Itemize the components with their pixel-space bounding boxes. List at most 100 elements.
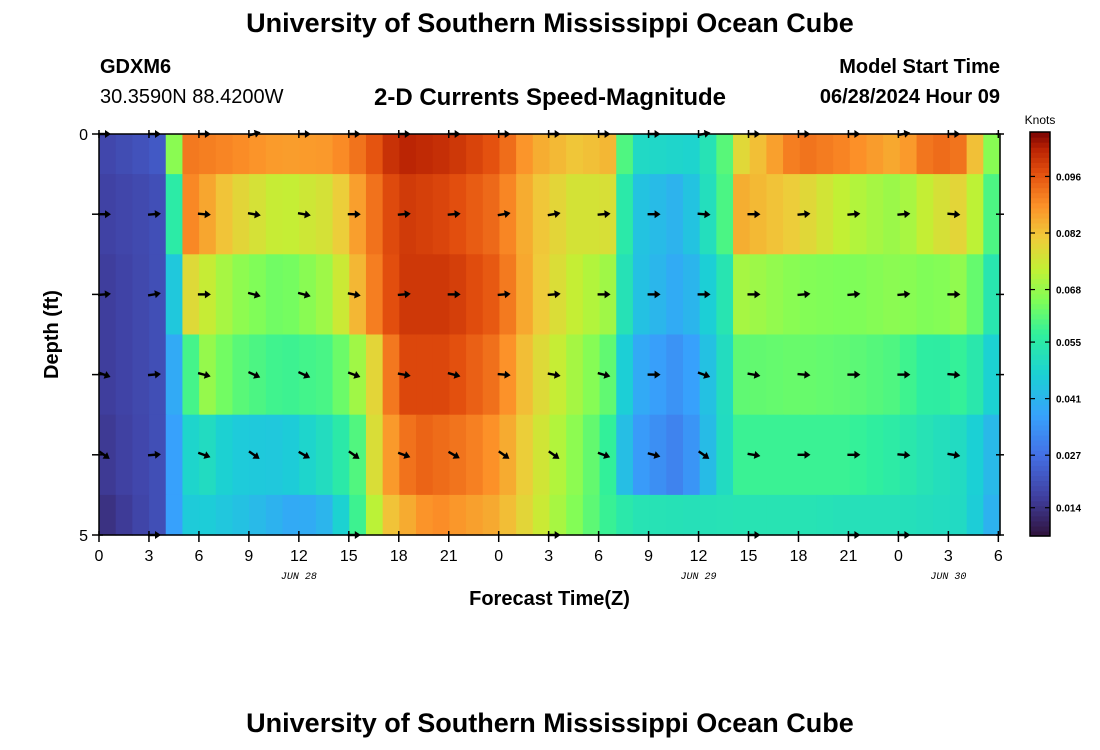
heatmap-cell	[199, 494, 217, 536]
colorbar-segment	[1030, 162, 1050, 168]
current-vector-arrow	[897, 370, 911, 379]
heatmap-cell	[733, 334, 751, 416]
heatmap-cell	[449, 134, 467, 175]
heatmap-cell	[516, 134, 534, 175]
heatmap-cell	[733, 254, 751, 336]
heatmap-cell	[249, 494, 267, 536]
current-vector-arrow	[197, 210, 211, 219]
heatmap-cell	[416, 414, 434, 496]
colorbar-segment	[1030, 263, 1050, 269]
heatmap-cell	[265, 174, 284, 255]
heatmap-cell	[466, 134, 484, 175]
current-vector-arrow	[297, 210, 311, 219]
heatmap-cell	[365, 254, 384, 336]
heatmap-cell	[616, 174, 634, 255]
heatmap-cell	[716, 414, 734, 496]
heatmap-cell	[249, 134, 267, 175]
heatmap-cell	[682, 174, 701, 255]
heatmap-cell	[783, 494, 801, 536]
heatmap-cell	[816, 414, 834, 496]
heatmap-cell	[833, 134, 851, 175]
heatmap-cell	[766, 414, 784, 496]
heatmap-cell	[365, 334, 384, 416]
colorbar-segment	[1030, 308, 1050, 315]
heatmap-cell	[399, 134, 417, 175]
heatmap-cell	[215, 334, 234, 416]
station-coords: 30.3590N 88.4200W	[100, 86, 284, 108]
current-vector-arrow	[647, 370, 661, 379]
heatmap-cell	[582, 414, 601, 496]
heatmap-cell	[315, 334, 334, 416]
current-vector-arrow	[797, 370, 811, 379]
colorbar-segment	[1030, 505, 1050, 512]
heatmap-cell	[232, 334, 250, 416]
heatmap-cell	[866, 414, 884, 496]
heatmap-cell	[416, 134, 434, 175]
colorbar-segment	[1030, 339, 1050, 345]
heatmap-cell	[616, 254, 634, 336]
date-label: JUN 28	[281, 572, 317, 583]
heatmap-cell	[365, 494, 384, 536]
heatmap-cell	[916, 174, 934, 255]
colorbar-segment	[1030, 278, 1050, 285]
heatmap-cell	[866, 134, 884, 175]
heatmap-cell	[632, 334, 651, 416]
x-tick-label: 15	[740, 548, 758, 565]
x-tick-label: 3	[145, 548, 154, 565]
heatmap-cell	[632, 414, 651, 496]
colorbar-segment	[1030, 470, 1050, 476]
colorbar-segment	[1030, 364, 1050, 370]
heatmap-cell	[833, 254, 851, 336]
heatmap-cell	[966, 174, 984, 255]
x-tick-label: 9	[644, 548, 653, 565]
heatmap-cell	[99, 134, 117, 175]
colorbar-segment	[1030, 268, 1050, 274]
heatmap-cell	[115, 334, 133, 416]
current-vector-arrow	[747, 370, 761, 379]
colorbar-segment	[1030, 212, 1050, 219]
heatmap-cell	[816, 334, 834, 416]
heatmap-cell	[382, 134, 400, 175]
heatmap-cell	[599, 494, 617, 536]
current-vector-arrow	[797, 450, 811, 459]
colorbar-segment	[1030, 485, 1050, 492]
heatmap-cell	[182, 254, 200, 336]
colorbar-segment	[1030, 399, 1050, 406]
colorbar-segment	[1030, 293, 1050, 300]
heatmap-cell	[549, 134, 567, 175]
heatmap-cell	[382, 414, 400, 496]
heatmap-cell	[616, 414, 634, 496]
colorbar-segment	[1030, 147, 1050, 153]
heatmap-cell	[833, 174, 851, 255]
heatmap-cell	[799, 134, 818, 175]
current-vector-arrow	[647, 210, 661, 219]
colorbar-segment	[1030, 495, 1050, 502]
y-tick-label: 0	[79, 127, 88, 144]
current-vector-arrow	[347, 371, 361, 379]
colorbar-segment	[1030, 318, 1050, 325]
current-vector-arrow	[297, 370, 311, 379]
colorbar-segment	[1030, 379, 1050, 386]
heatmap-cell	[616, 334, 634, 416]
heatmap-cell	[282, 494, 300, 536]
colorbar-units-label: Knots	[1025, 113, 1056, 127]
heatmap-cell	[566, 494, 584, 536]
current-vector-arrow	[697, 290, 711, 299]
heatmap-cell	[849, 134, 868, 175]
colorbar-tick-label: 0.041	[1056, 395, 1081, 406]
heatmap-cell	[983, 174, 1001, 255]
heatmap-cell	[416, 494, 434, 536]
heatmap-cell	[966, 334, 984, 416]
heatmap-cell	[432, 134, 450, 175]
heatmap-cell	[816, 134, 834, 175]
heatmap-cell	[315, 494, 334, 536]
x-tick-label: 15	[340, 548, 358, 565]
colorbar-segment	[1030, 303, 1050, 310]
current-vector-arrow	[547, 210, 561, 218]
heatmap-cell	[432, 174, 450, 255]
current-vector-arrow	[147, 210, 161, 219]
colorbar-tick-label: 0.082	[1056, 229, 1081, 240]
heatmap-cell	[983, 134, 1001, 175]
colorbar-segment	[1030, 515, 1050, 522]
heatmap-cell	[949, 494, 968, 536]
